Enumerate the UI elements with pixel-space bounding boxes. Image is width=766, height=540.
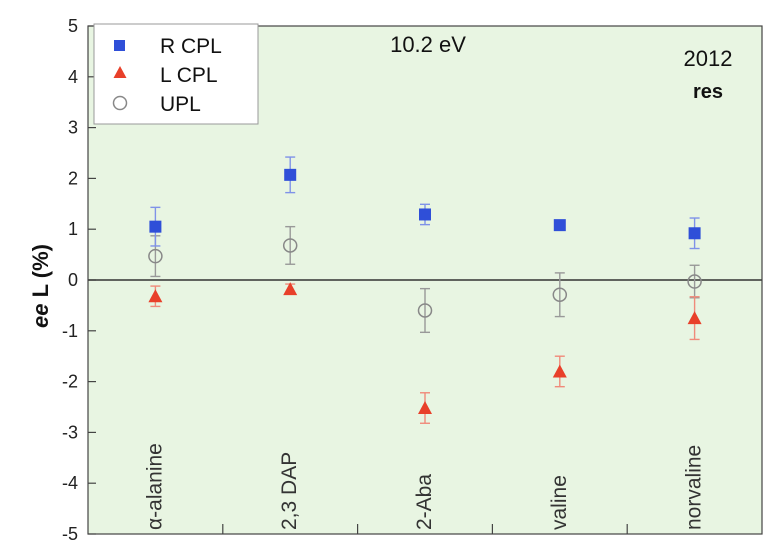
legend-label-r-cpl: R CPL <box>160 35 222 58</box>
legend-marker-upl <box>112 95 128 111</box>
l-cpl-point <box>552 364 567 378</box>
year-annotation: 2012 <box>684 46 733 71</box>
y-tick-label: 4 <box>68 67 78 87</box>
category-label: valine <box>548 475 571 530</box>
l-cpl-point <box>283 282 298 296</box>
legend-label-upl: UPL <box>160 93 201 116</box>
y-tick-label: -4 <box>62 473 78 493</box>
plot-frame <box>87 25 763 535</box>
y-tick-label: 5 <box>68 16 78 36</box>
y-tick-label: -2 <box>62 372 78 392</box>
y-axis-label-italic: ee <box>28 304 53 328</box>
r-cpl-point <box>419 208 431 221</box>
category-label: 2,3 DAP <box>278 452 301 530</box>
legend-marker-r-cpl <box>114 40 125 51</box>
upl-point <box>282 238 298 253</box>
r-cpl-point <box>284 168 297 181</box>
legend-marker-l-cpl <box>113 66 127 78</box>
energy-annotation: 10.2 eV <box>390 32 466 57</box>
r-cpl-point <box>553 219 566 232</box>
legend-label-l-cpl: L CPL <box>160 64 218 87</box>
y-tick-label: 2 <box>68 168 78 188</box>
upl-point <box>148 248 163 264</box>
y-tick-label: 3 <box>68 118 78 138</box>
category-label: 2-Aba <box>413 474 436 530</box>
upl-point <box>417 303 433 318</box>
mode-annotation: res <box>693 81 723 103</box>
y-axis-label: ee L (%) <box>28 244 53 328</box>
category-label: norvaline <box>683 445 706 530</box>
y-tick-label: -1 <box>62 321 78 341</box>
y-tick-label: -3 <box>62 422 78 442</box>
data-marks <box>148 156 702 424</box>
legend: R CPL L CPL UPL <box>93 23 259 125</box>
l-cpl-point <box>148 289 163 303</box>
category-label: α-alanine <box>143 443 166 530</box>
y-tick-label: 1 <box>68 219 78 239</box>
r-cpl-point <box>149 220 162 233</box>
upl-point <box>552 287 568 302</box>
y-tick-label: 0 <box>68 270 78 290</box>
l-cpl-point <box>687 311 702 325</box>
y-axis-label-rest: L (%) <box>28 244 53 303</box>
category-labels: α-alanine 2,3 DAP 2-Aba valine norvaline <box>143 443 705 530</box>
l-cpl-point <box>418 401 432 415</box>
y-tick-label: -5 <box>62 524 78 540</box>
y-axis-ticks: 5 4 3 2 1 0 -1 -2 -3 -4 -5 <box>62 16 96 540</box>
x-axis-ticks <box>222 524 628 534</box>
r-cpl-point <box>688 227 701 240</box>
upl-point <box>687 274 702 289</box>
